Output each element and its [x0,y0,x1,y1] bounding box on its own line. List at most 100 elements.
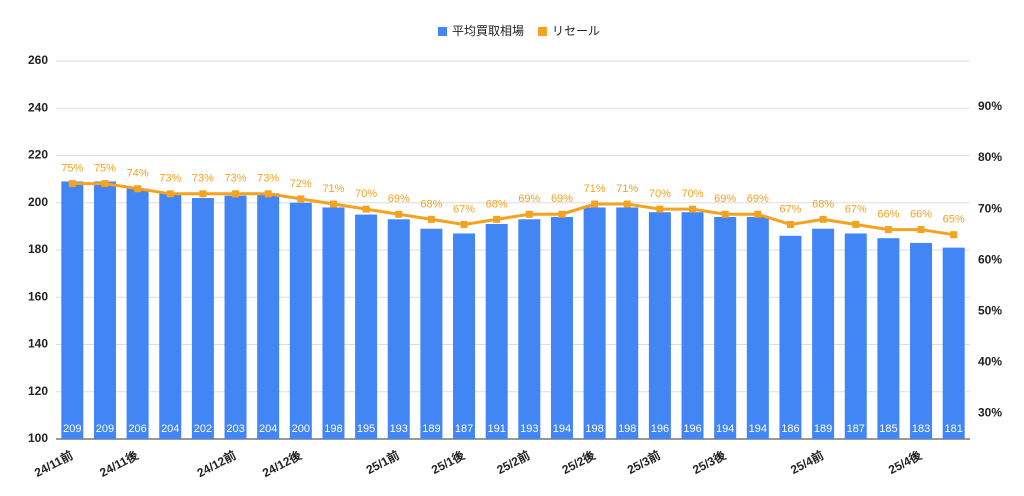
line-label: 66% [877,208,899,220]
bar-label: 191 [487,423,505,435]
legend-swatch [438,27,447,36]
line-label: 71% [322,183,344,195]
line-label: 68% [486,198,508,210]
bar-label: 204 [161,423,179,435]
line-label: 68% [812,198,834,210]
bar [61,181,84,440]
line-marker [558,210,566,218]
line-marker [166,190,174,198]
line-marker [199,190,207,198]
line-marker [689,205,697,213]
bar [877,238,900,439]
line-marker [460,220,468,228]
x-tick-label: 24/11前 [32,447,76,480]
x-tick-label: 25/1前 [363,447,401,477]
y2-tick-label: 40% [978,355,1002,369]
bar [387,219,410,439]
bar [550,216,573,439]
line-label: 73% [159,173,181,185]
bar [224,195,247,439]
x-tick-label: 25/2後 [559,447,598,477]
line-label: 69% [747,193,769,205]
bar-label: 189 [422,423,440,435]
bar [420,228,443,439]
bar-label: 183 [912,423,930,435]
line-marker [917,226,925,234]
y-tick-label: 240 [28,100,48,114]
line-label: 69% [388,193,410,205]
line-marker [525,210,533,218]
line-marker [134,185,142,193]
line-label: 70% [682,188,704,200]
y-tick-label: 140 [28,337,48,351]
y2-tick-label: 50% [978,303,1002,317]
line-label: 70% [649,188,671,200]
bar-label: 196 [651,423,669,435]
y-tick-label: 100 [28,431,48,445]
bar-label: 194 [716,423,734,435]
line-label: 65% [943,214,965,226]
bar [681,212,704,439]
y2-tick-label: 80% [978,150,1002,164]
bar [746,216,769,439]
line-label: 67% [779,203,801,215]
x-tick-label: 25/3後 [690,447,729,477]
line-label: 68% [420,198,442,210]
bar [779,235,802,439]
line-label: 71% [616,183,638,195]
bar-label: 189 [814,423,832,435]
bar-label: 203 [226,423,244,435]
bar [257,193,280,439]
x-tick-label: 24/11後 [97,447,141,480]
bar [583,207,606,439]
line-label: 74% [127,168,149,180]
bar-label: 209 [63,423,81,435]
bar-label: 198 [618,423,636,435]
line-marker [264,190,272,198]
bar-label: 193 [390,423,408,435]
bar-label: 195 [357,423,375,435]
x-tick-label: 24/12前 [194,447,238,480]
bar-label: 194 [749,423,767,435]
line-marker [329,200,337,208]
bar-label: 209 [96,423,114,435]
y-tick-label: 160 [28,289,48,303]
x-tick-label: 25/1後 [429,447,468,477]
bar [714,216,737,439]
bar [648,212,671,439]
line-label: 70% [355,188,377,200]
x-tick-label: 25/4後 [886,447,925,477]
y2-tick-label: 60% [978,252,1002,266]
x-tick-label: 25/3前 [625,447,663,477]
bar-label: 186 [781,423,799,435]
x-tick-label: 25/4前 [788,447,826,477]
bar [485,224,508,439]
line-label: 73% [225,173,247,185]
y-tick-label: 200 [28,195,48,209]
bar-label: 206 [128,423,146,435]
bar [910,242,933,439]
bar-label: 193 [520,423,538,435]
line-label: 69% [551,193,573,205]
bar-label: 181 [944,423,962,435]
bar [191,198,214,439]
x-tick-label: 25/2前 [494,447,532,477]
bar-label: 187 [847,423,865,435]
line-marker [623,200,631,208]
legend-label: リセール [552,24,600,38]
bar [322,207,345,439]
bar [159,193,182,439]
line-marker [101,180,109,188]
bar-label: 202 [194,423,212,435]
line-marker [362,205,370,213]
bar [812,228,835,439]
bar [355,214,378,439]
line-marker [427,215,435,223]
line-label: 67% [845,203,867,215]
bar [942,247,965,439]
line-label: 75% [61,163,83,175]
bar [289,202,312,439]
line-marker [232,190,240,198]
line-marker [754,210,762,218]
